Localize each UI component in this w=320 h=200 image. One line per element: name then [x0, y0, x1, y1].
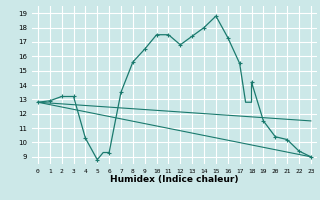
X-axis label: Humidex (Indice chaleur): Humidex (Indice chaleur) [110, 175, 239, 184]
